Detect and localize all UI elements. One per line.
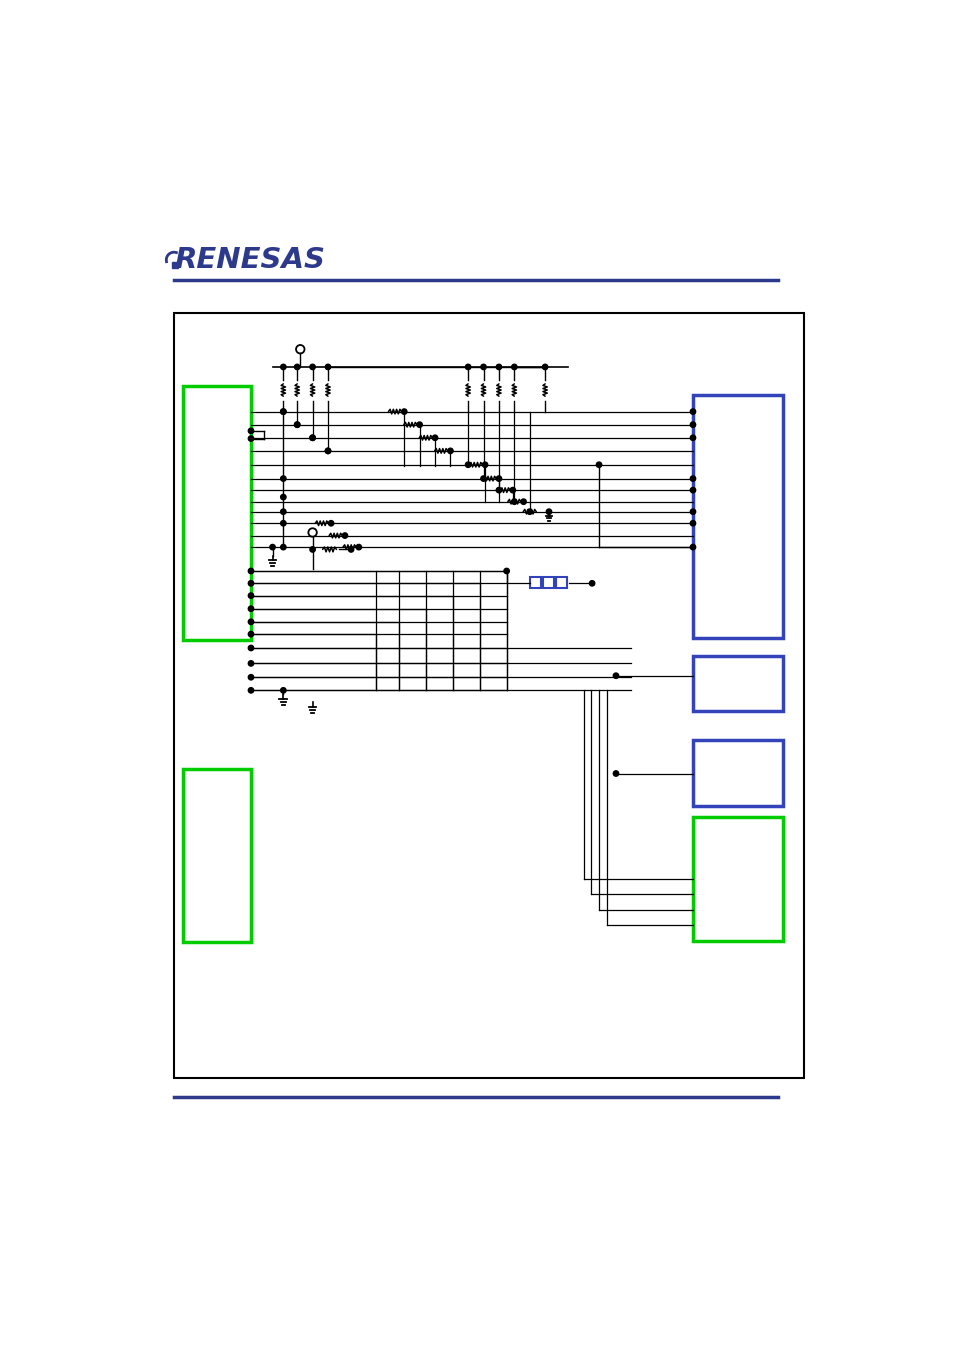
Circle shape (690, 544, 695, 550)
Circle shape (280, 688, 286, 693)
Circle shape (503, 569, 509, 574)
Circle shape (280, 365, 286, 370)
Circle shape (248, 619, 253, 624)
Circle shape (310, 365, 314, 370)
Bar (183, 769, 251, 942)
Circle shape (248, 688, 253, 693)
Circle shape (248, 607, 253, 612)
Bar (172, 262, 177, 269)
Circle shape (348, 547, 354, 553)
Bar (542, 577, 553, 588)
Circle shape (294, 422, 299, 427)
Circle shape (355, 544, 361, 550)
Circle shape (526, 509, 532, 515)
Circle shape (690, 476, 695, 481)
Circle shape (496, 488, 501, 493)
Circle shape (280, 520, 286, 526)
Circle shape (248, 646, 253, 651)
Circle shape (280, 494, 286, 500)
Circle shape (480, 476, 486, 481)
Circle shape (511, 499, 517, 504)
Bar (556, 577, 566, 588)
Circle shape (496, 476, 501, 481)
Circle shape (280, 544, 286, 550)
Circle shape (589, 581, 594, 586)
Circle shape (416, 422, 422, 427)
Circle shape (482, 462, 487, 467)
Circle shape (280, 509, 286, 515)
Circle shape (325, 449, 331, 454)
Circle shape (280, 409, 286, 415)
Circle shape (465, 365, 471, 370)
Circle shape (690, 422, 695, 427)
Circle shape (520, 499, 526, 504)
Bar (529, 577, 540, 588)
Circle shape (690, 520, 695, 526)
Circle shape (310, 547, 314, 553)
Circle shape (542, 365, 547, 370)
Circle shape (310, 435, 314, 440)
Circle shape (280, 409, 286, 415)
Circle shape (690, 409, 695, 415)
Circle shape (248, 674, 253, 680)
Circle shape (248, 569, 253, 574)
Bar (692, 655, 782, 711)
Circle shape (328, 520, 334, 526)
Circle shape (310, 435, 314, 440)
Bar (692, 740, 782, 805)
Circle shape (546, 509, 551, 515)
Circle shape (248, 581, 253, 586)
Circle shape (596, 462, 601, 467)
Circle shape (690, 509, 695, 515)
Circle shape (613, 771, 618, 777)
Circle shape (480, 365, 486, 370)
Circle shape (248, 631, 253, 636)
Circle shape (342, 532, 347, 538)
Bar (692, 396, 782, 638)
Bar (173, 313, 803, 1078)
Circle shape (248, 661, 253, 666)
Circle shape (613, 673, 618, 678)
Circle shape (325, 449, 331, 454)
Circle shape (690, 435, 695, 440)
Circle shape (248, 593, 253, 598)
Text: RENESAS: RENESAS (173, 246, 325, 274)
Circle shape (432, 435, 437, 440)
Circle shape (401, 409, 407, 415)
Circle shape (511, 365, 517, 370)
Circle shape (496, 365, 501, 370)
Circle shape (465, 462, 471, 467)
Bar (183, 386, 251, 640)
Circle shape (280, 476, 286, 481)
Circle shape (294, 422, 299, 427)
Circle shape (270, 544, 275, 550)
Bar (692, 817, 782, 940)
Circle shape (510, 488, 515, 493)
Circle shape (248, 428, 253, 434)
Circle shape (447, 449, 453, 454)
Circle shape (248, 436, 253, 442)
Circle shape (690, 488, 695, 493)
Circle shape (325, 365, 331, 370)
Circle shape (294, 365, 299, 370)
